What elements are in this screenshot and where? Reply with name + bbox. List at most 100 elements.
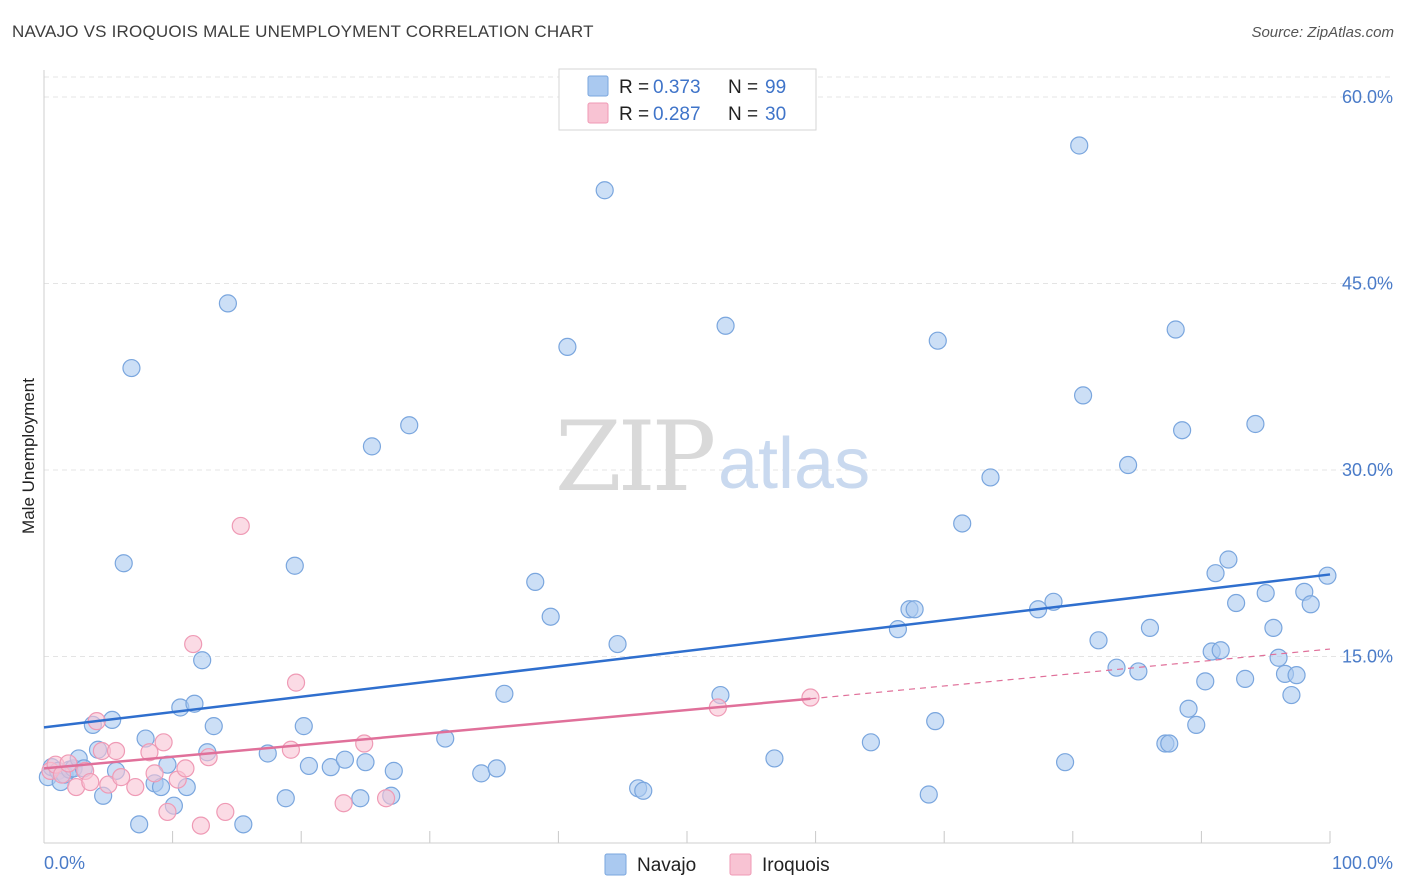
navajo-point	[193, 651, 212, 670]
grid	[43, 76, 1393, 843]
bottom-legend-swatch-navajo	[604, 853, 627, 876]
iroquois-point	[216, 802, 235, 822]
watermark: ZIP atlas	[555, 401, 870, 513]
navajo-trend-line	[43, 573, 1331, 729]
x-tick-label-min: 0.0%	[44, 853, 85, 873]
navajo-point	[608, 634, 627, 654]
navajo-point	[1179, 699, 1198, 718]
navajo-point	[1256, 583, 1275, 603]
iroquois-trend-line	[43, 697, 811, 770]
bottom-legend-swatch-iroquois	[729, 853, 752, 876]
y-tick-label: 30.0%	[1342, 460, 1393, 480]
navajo-point	[1140, 618, 1160, 638]
navajo-point	[1287, 666, 1306, 685]
navajo-point	[1206, 564, 1225, 583]
navajo-point	[1187, 715, 1206, 734]
navajo-point	[1107, 658, 1126, 677]
navajo-point	[1269, 648, 1288, 667]
legend-swatch-navajo	[587, 75, 609, 97]
iroquois-point	[81, 772, 100, 792]
navajo-point	[1236, 669, 1255, 688]
trend-lines	[43, 573, 1331, 770]
chart-title: NAVAJO VS IROQUOIS MALE UNEMPLOYMENT COR…	[12, 22, 594, 41]
navajo-point	[765, 749, 784, 768]
navajo-point	[981, 468, 1000, 487]
navajo-point	[1282, 685, 1301, 705]
iroquois-point	[106, 741, 126, 761]
navajo-point	[1211, 641, 1230, 660]
navajo-point	[926, 712, 945, 731]
legend-navajo-n-label: N =	[728, 77, 758, 98]
watermark-atlas: atlas	[718, 424, 870, 504]
navajo-point	[351, 789, 370, 808]
iroquois-point	[140, 743, 159, 762]
navajo-point	[905, 600, 924, 619]
legend-iroquois-n-label: N =	[728, 104, 758, 125]
navajo-point	[1166, 320, 1185, 339]
navajo-point	[953, 514, 972, 533]
iroquois-point	[59, 754, 78, 773]
navajo-point	[1118, 455, 1138, 475]
navajo-point	[436, 729, 455, 748]
navajo-point	[1246, 414, 1265, 434]
y-tick-label: 15.0%	[1342, 647, 1393, 667]
navajo-point	[294, 717, 313, 736]
navajo-point	[495, 684, 514, 703]
navajo-point	[356, 753, 375, 772]
y-tick-labels: 15.0% 30.0% 45.0% 60.0%	[1342, 87, 1393, 667]
navajo-point	[130, 815, 149, 834]
axes	[43, 70, 1330, 844]
bottom-legend-navajo: Navajo	[637, 855, 696, 876]
navajo-point	[1227, 593, 1246, 613]
navajo-point	[384, 761, 403, 780]
navajo-point	[541, 607, 560, 626]
iroquois-point	[286, 673, 306, 692]
navajo-point	[285, 556, 304, 575]
navajo-point	[472, 764, 491, 783]
navajo-point	[558, 337, 577, 357]
navajo-point	[634, 781, 653, 800]
iroquois-point	[199, 748, 218, 767]
navajo-point	[321, 758, 340, 777]
iroquois-point	[112, 768, 131, 787]
source-label: Source: ZipAtlas.com	[1251, 24, 1394, 41]
navajo-point	[335, 750, 355, 769]
iroquois-point	[334, 794, 353, 813]
navajo-point	[861, 733, 880, 752]
iroquois-trend-extension	[810, 648, 1331, 700]
navajo-point	[595, 181, 614, 200]
navajo-point	[218, 294, 237, 313]
navajo-point	[526, 572, 545, 592]
legend-navajo-n-value: 99	[765, 77, 786, 98]
navajo-point	[1089, 631, 1108, 650]
navajo-point	[114, 554, 133, 573]
navajo-point	[1196, 672, 1215, 691]
navajo-point	[362, 437, 382, 456]
x-tick-label-max: 100.0%	[1332, 853, 1393, 873]
iroquois-point	[184, 634, 203, 654]
navajo-point	[1301, 595, 1320, 614]
iroquois-point	[191, 816, 210, 835]
legend-iroquois-r-label: R =	[619, 104, 649, 125]
navajo-point	[234, 815, 253, 834]
iroquois-point	[231, 516, 250, 536]
iroquois-point	[801, 688, 820, 707]
iroquois-point	[126, 777, 145, 797]
navajo-point	[1129, 662, 1148, 681]
watermark-zip: ZIP	[555, 401, 714, 513]
navajo-point	[1264, 618, 1283, 638]
navajo-point	[276, 789, 295, 808]
y-tick-label: 60.0%	[1342, 87, 1393, 107]
navajo-point	[204, 717, 223, 736]
navajo-point	[299, 756, 319, 776]
navajo-point	[716, 316, 735, 335]
navajo-point	[400, 416, 419, 435]
bottom-legend-iroquois: Iroquois	[762, 855, 830, 876]
y-tick-label: 45.0%	[1342, 274, 1393, 294]
legend-swatch-iroquois	[587, 102, 609, 124]
legend: R = 0.373 N = 99 R = 0.287 N = 30	[558, 68, 817, 131]
navajo-point	[888, 620, 908, 639]
iroquois-point	[176, 759, 195, 778]
navajo-point	[1173, 421, 1192, 440]
y-axis-title: Male Unemployment	[19, 378, 38, 534]
